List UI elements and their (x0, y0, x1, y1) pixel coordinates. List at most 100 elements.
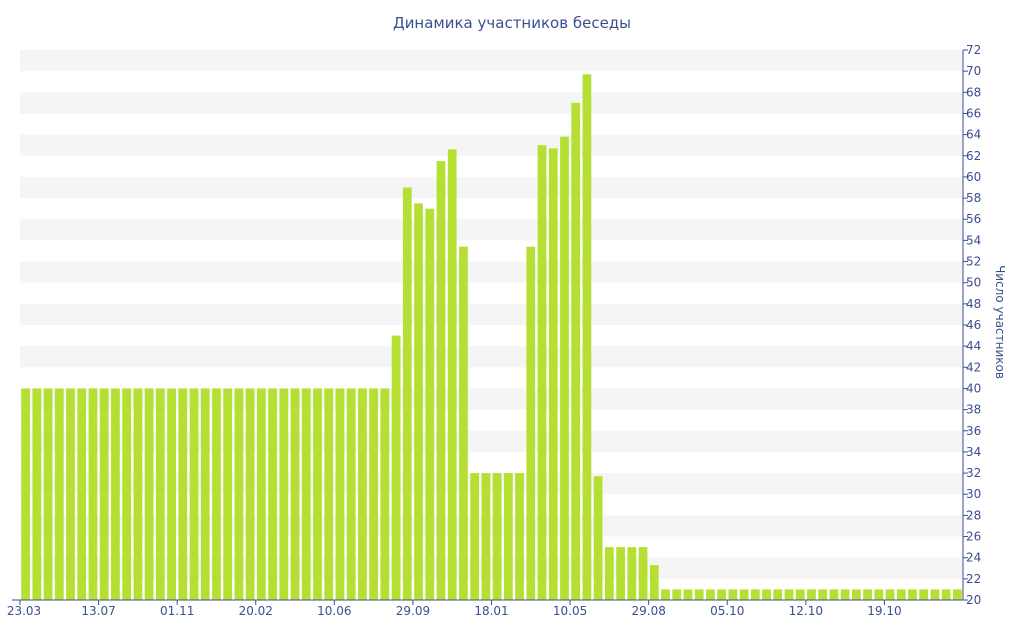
bar (908, 589, 917, 600)
bar (358, 388, 367, 600)
bar (706, 589, 715, 600)
bar (21, 388, 30, 600)
x-tick-label: 10.06 (317, 604, 351, 618)
bar (481, 473, 491, 600)
bar (189, 388, 199, 600)
y-tick-label: 40 (966, 381, 981, 395)
bar (459, 246, 468, 601)
grid-band (20, 473, 963, 495)
bar (122, 388, 132, 600)
y-tick-label: 56 (966, 212, 981, 226)
x-tick-label: 05.10 (710, 604, 744, 618)
bars (21, 74, 962, 601)
bar (953, 589, 962, 600)
bar (380, 388, 390, 600)
grid-band (20, 92, 963, 114)
x-tick-label: 01.11 (160, 604, 194, 618)
bar (773, 589, 783, 600)
bar (739, 589, 749, 600)
bar (301, 388, 311, 600)
y-tick-label: 54 (966, 233, 981, 247)
bar (582, 74, 592, 600)
bar (885, 589, 895, 600)
x-tick-label: 23.03 (7, 604, 41, 618)
bar (717, 589, 727, 600)
x-tick-label: 13.07 (81, 604, 115, 618)
bar (178, 388, 188, 600)
grid-band (20, 430, 963, 452)
y-tick-label: 32 (966, 466, 981, 480)
y-tick-label: 26 (966, 530, 981, 544)
bar (829, 589, 839, 600)
grid-band (20, 261, 963, 283)
bar (492, 473, 502, 600)
bar (571, 102, 581, 600)
bar (627, 547, 637, 600)
bar (324, 388, 334, 600)
x-tick-label: 19.10 (867, 604, 901, 618)
bar (155, 388, 165, 600)
grid-band (20, 134, 963, 156)
bar (436, 161, 446, 600)
bar (694, 589, 704, 600)
bar (391, 335, 401, 600)
y-tick-label: 68 (966, 85, 981, 99)
y-tick-label: 70 (966, 64, 981, 78)
bar (548, 148, 558, 600)
grid-band (20, 557, 963, 579)
x-tick-label: 29.09 (396, 604, 430, 618)
bar (335, 388, 345, 600)
y-tick-label: 44 (966, 339, 981, 353)
x-tick-label: 20.02 (239, 604, 273, 618)
y-tick-label: 34 (966, 445, 981, 459)
x-tick-label: 10.05 (553, 604, 587, 618)
bar (661, 589, 670, 600)
bar (402, 187, 412, 600)
y-tick-label: 72 (966, 43, 981, 57)
y-tick-label: 42 (966, 360, 981, 374)
y-tick-label: 36 (966, 424, 981, 438)
bar (133, 388, 143, 600)
bar (851, 589, 861, 600)
bar (369, 388, 379, 600)
bar (144, 388, 154, 600)
grid-band (20, 346, 963, 368)
bar (526, 246, 536, 601)
bar (807, 589, 816, 600)
y-tick-label: 22 (966, 572, 981, 586)
bar (77, 388, 87, 600)
grid-band (20, 303, 963, 325)
chart-title: Динамика участников беседы (393, 14, 631, 32)
grid-band (20, 50, 963, 72)
bar (593, 476, 603, 600)
x-tick-label: 18.01 (474, 604, 508, 618)
bar (279, 388, 289, 600)
bar (941, 589, 951, 600)
bar (560, 136, 569, 601)
bar (605, 547, 614, 600)
grid-band (20, 515, 963, 537)
bar (683, 589, 693, 600)
bar (728, 589, 738, 600)
bar (66, 388, 75, 600)
bar (649, 565, 659, 600)
bar (54, 388, 64, 600)
grid-band (20, 388, 963, 410)
bar (414, 203, 423, 600)
bar (750, 589, 760, 600)
y-tick-label: 38 (966, 403, 981, 417)
bar (313, 388, 322, 600)
bar (43, 388, 53, 600)
y-tick-label: 48 (966, 297, 981, 311)
y-tick-label: 52 (966, 255, 981, 269)
bar (919, 589, 929, 600)
bar (346, 388, 356, 600)
y-tick-label: 28 (966, 508, 981, 522)
bar (290, 388, 300, 600)
bar (795, 589, 805, 600)
y-tick-label: 60 (966, 170, 981, 184)
y-tick-label: 20 (966, 593, 981, 607)
bar (762, 589, 771, 600)
y-tick-label: 30 (966, 487, 981, 501)
bar (32, 388, 42, 600)
